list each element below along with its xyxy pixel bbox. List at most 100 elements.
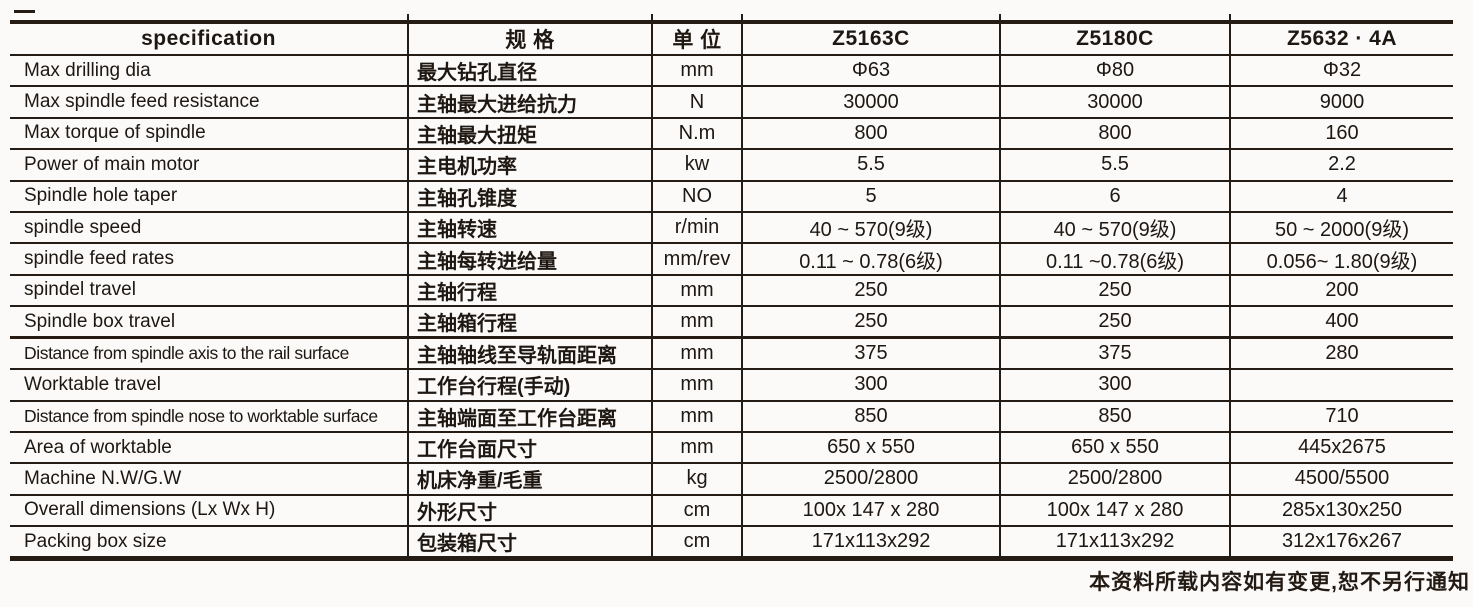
- spec-sheet: specification 规 格 单 位 Z5163C Z5180C Z563…: [10, 20, 1453, 562]
- spec-name-cell: Overall dimensions (Lx Wx H): [10, 493, 409, 527]
- value-cell-z5163c: 5.5: [741, 148, 1001, 181]
- spec-name-cell: Area of worktable: [10, 430, 409, 464]
- value-cell-z5180c: 650 x 550: [999, 430, 1231, 464]
- value-cell-z5632-4a: 4: [1229, 179, 1453, 212]
- value-cell-z5180c: 300: [999, 368, 1231, 401]
- spec-name-cell: Packing box size: [10, 525, 409, 559]
- unit-cell: cm: [651, 493, 743, 527]
- value-cell-z5163c: 375: [741, 336, 1001, 370]
- value-cell-z5632-4a: 710: [1229, 399, 1453, 432]
- unit-cell: mm: [651, 336, 743, 370]
- spec-cn-cell: 主轴最大扭矩: [407, 116, 653, 150]
- spec-cn-cell: 工作台面尺寸: [407, 430, 653, 464]
- spec-name-cell: Max drilling dia: [10, 53, 409, 87]
- value-cell-z5163c: 2500/2800: [741, 462, 1001, 495]
- value-cell-z5163c: 850: [741, 399, 1001, 432]
- spec-cn-cell: 主轴端面至工作台距离: [407, 399, 653, 432]
- value-cell-z5180c: 5.5: [999, 148, 1231, 181]
- value-cell-z5632-4a: 280: [1229, 336, 1453, 370]
- table-row: Spindle box travel 主轴箱行程 mm 250 250 400: [10, 305, 1453, 338]
- table-row: Overall dimensions (Lx Wx H) 外形尺寸 cm 100x 1…: [10, 493, 1453, 527]
- value-cell-z5163c: 300: [741, 368, 1001, 401]
- value-cell-z5632-4a: 445x2675: [1229, 430, 1453, 464]
- value-cell-z5632-4a: 50 ~ 2000(9级): [1229, 210, 1453, 244]
- value-cell-z5632-4a: 400: [1229, 305, 1453, 338]
- spec-cn-cell: 主轴行程: [407, 273, 653, 307]
- table-row: Max torque of spindle 主轴最大扭矩 N.m 800 800 160: [10, 116, 1453, 150]
- unit-cell: N.m: [651, 116, 743, 150]
- value-cell-z5180c: 30000: [999, 85, 1231, 118]
- col-header-spec-cn: 规 格: [407, 22, 653, 55]
- value-cell-z5632-4a: 200: [1229, 273, 1453, 307]
- unit-cell: N: [651, 85, 743, 118]
- spec-cn-cell: 主轴最大进给抗力: [407, 85, 653, 118]
- value-cell-z5163c: 800: [741, 116, 1001, 150]
- table-row: Worktable travel 工作台行程(手动) mm 300 300: [10, 368, 1453, 401]
- spec-cn-cell: 主电机功率: [407, 148, 653, 181]
- value-cell-z5163c: 650 x 550: [741, 430, 1001, 464]
- spec-cn-cell: 主轴每转进给量: [407, 242, 653, 275]
- spec-table: specification 规 格 单 位 Z5163C Z5180C Z563…: [10, 20, 1453, 562]
- unit-cell: mm: [651, 368, 743, 401]
- col-header-unit: 单 位: [651, 22, 743, 55]
- value-cell-z5180c: 100x 147 x 280: [999, 493, 1231, 527]
- unit-cell: NO: [651, 179, 743, 212]
- unit-cell: mm: [651, 53, 743, 87]
- value-cell-z5180c: 6: [999, 179, 1231, 212]
- spec-name-cell: Max spindle feed resistance: [10, 85, 409, 118]
- value-cell-z5180c: 2500/2800: [999, 462, 1231, 495]
- table-row: Max drilling dia 最大钻孔直径 mm Φ63 Φ80 Φ32: [10, 53, 1453, 87]
- value-cell-z5180c: 250: [999, 305, 1231, 338]
- value-cell-z5180c: 375: [999, 336, 1231, 370]
- unit-cell: mm: [651, 430, 743, 464]
- table-row: Distance from spindle nose to worktable …: [10, 399, 1453, 432]
- unit-cell: mm: [651, 305, 743, 338]
- scan-artifact-dash: [14, 10, 35, 13]
- spec-cn-cell: 主轴孔锥度: [407, 179, 653, 212]
- value-cell-z5632-4a: 4500/5500: [1229, 462, 1453, 495]
- spec-name-cell: Distance from spindle nose to worktable …: [10, 399, 409, 432]
- table-row: Max spindle feed resistance 主轴最大进给抗力 N 3000…: [10, 85, 1453, 118]
- value-cell-z5180c: 850: [999, 399, 1231, 432]
- unit-cell: r/min: [651, 210, 743, 244]
- table-row: Distance from spindle axis to the rail s…: [10, 336, 1453, 370]
- table-row: spindel travel 主轴行程 mm 250 250 200: [10, 273, 1453, 307]
- value-cell-z5632-4a: 285x130x250: [1229, 493, 1453, 527]
- spec-name-cell: Distance from spindle axis to the rail s…: [10, 336, 409, 370]
- value-cell-z5632-4a: 160: [1229, 116, 1453, 150]
- spec-table-body: Max drilling dia 最大钻孔直径 mm Φ63 Φ80 Φ32 Max spi…: [10, 53, 1453, 559]
- spec-name-cell: Spindle box travel: [10, 305, 409, 338]
- value-cell-z5163c: 0.11 ~ 0.78(6级): [741, 242, 1001, 275]
- spec-name-cell: spindle feed rates: [10, 242, 409, 275]
- col-header-z5163c: Z5163C: [741, 22, 1001, 55]
- spec-cn-cell: 机床净重/毛重: [407, 462, 653, 495]
- table-row: Area of worktable 工作台面尺寸 mm 650 x 550 650 x …: [10, 430, 1453, 464]
- col-header-specification: specification: [10, 22, 409, 55]
- unit-cell: mm/rev: [651, 242, 743, 275]
- spec-cn-cell: 外形尺寸: [407, 493, 653, 527]
- spec-name-cell: Worktable travel: [10, 368, 409, 401]
- value-cell-z5632-4a: 312x176x267: [1229, 525, 1453, 559]
- value-cell-z5180c: 800: [999, 116, 1231, 150]
- spec-cn-cell: 最大钻孔直径: [407, 53, 653, 87]
- col-header-z5632-4a: Z5632 · 4A: [1229, 22, 1453, 55]
- spec-cn-cell: 主轴箱行程: [407, 305, 653, 338]
- unit-cell: cm: [651, 525, 743, 559]
- value-cell-z5163c: 250: [741, 273, 1001, 307]
- value-cell-z5180c: 250: [999, 273, 1231, 307]
- value-cell-z5180c: 171x113x292: [999, 525, 1231, 559]
- value-cell-z5163c: Φ63: [741, 53, 1001, 87]
- spec-name-cell: Machine N.W/G.W: [10, 462, 409, 495]
- value-cell-z5163c: 30000: [741, 85, 1001, 118]
- value-cell-z5180c: Φ80: [999, 53, 1231, 87]
- value-cell-z5163c: 100x 147 x 280: [741, 493, 1001, 527]
- spec-name-cell: spindle speed: [10, 210, 409, 244]
- table-row: Machine N.W/G.W 机床净重/毛重 kg 2500/2800 2500/28…: [10, 462, 1453, 495]
- header-row: specification 规 格 单 位 Z5163C Z5180C Z563…: [10, 22, 1453, 55]
- spec-name-cell: spindel travel: [10, 273, 409, 307]
- table-row: spindle feed rates 主轴每转进给量 mm/rev 0.11 ~ 0.…: [10, 242, 1453, 275]
- value-cell-z5163c: 40 ~ 570(9级): [741, 210, 1001, 244]
- value-cell-z5163c: 171x113x292: [741, 525, 1001, 559]
- col-header-z5180c: Z5180C: [999, 22, 1231, 55]
- table-row: spindle speed 主轴转速 r/min 40 ~ 570(9级) 40 ~ 5…: [10, 210, 1453, 244]
